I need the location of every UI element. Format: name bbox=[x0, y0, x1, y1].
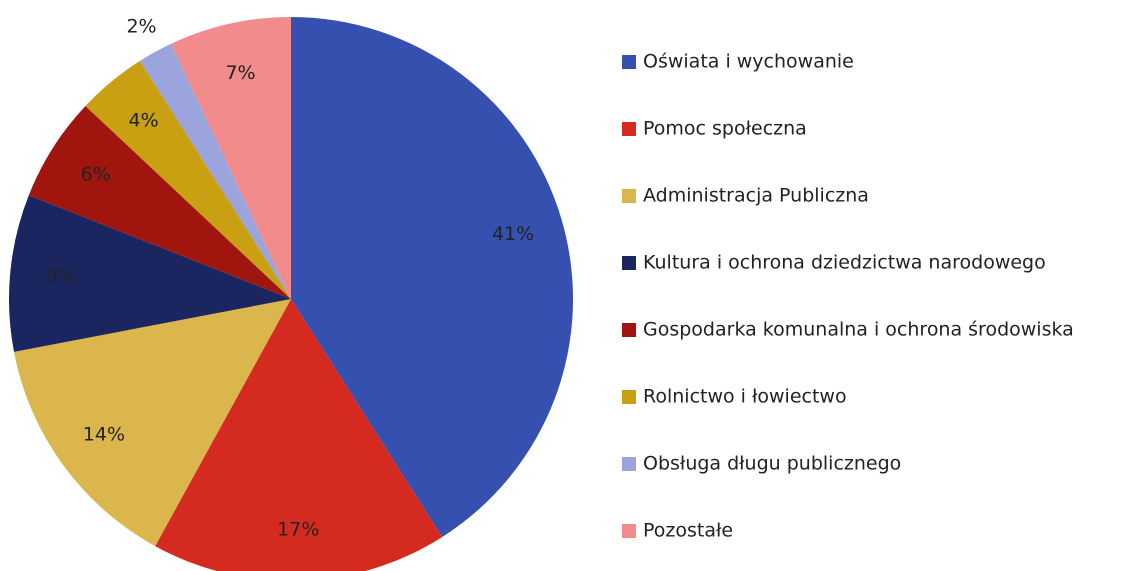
pie-slice bbox=[291, 17, 573, 538]
legend-swatch bbox=[622, 390, 636, 404]
pie-slice bbox=[13, 299, 291, 547]
data-label: 17% bbox=[277, 519, 319, 541]
pie-slice bbox=[139, 43, 291, 299]
data-label: 6% bbox=[81, 164, 111, 186]
data-label: 9% bbox=[46, 266, 76, 288]
legend-label: Pozostałe bbox=[643, 520, 733, 542]
legend-label: Obsługa długu publicznego bbox=[643, 453, 901, 475]
data-label: 2% bbox=[126, 16, 156, 38]
data-label: 41% bbox=[492, 223, 534, 245]
data-label: 4% bbox=[129, 109, 159, 131]
legend-swatch bbox=[622, 524, 636, 538]
data-label: 14% bbox=[83, 423, 125, 445]
legend-label: Administracja Publiczna bbox=[643, 185, 869, 207]
legend-swatch bbox=[622, 256, 636, 270]
pie-slice bbox=[28, 105, 291, 299]
legend-label: Gospodarka komunalna i ochrona środowisk… bbox=[643, 319, 1074, 341]
pie-slice bbox=[155, 299, 443, 571]
legend-label: Rolnictwo i łowiectwo bbox=[643, 386, 847, 408]
legend-swatch bbox=[622, 457, 636, 471]
pie-slice bbox=[85, 60, 291, 300]
legend-label: Pomoc społeczna bbox=[643, 118, 807, 140]
pie-slice bbox=[9, 195, 292, 352]
legend-swatch bbox=[622, 55, 636, 69]
data-label: 7% bbox=[225, 62, 255, 84]
pie-slice bbox=[170, 17, 291, 299]
legend-label: Oświata i wychowanie bbox=[643, 51, 854, 73]
legend-swatch bbox=[622, 189, 636, 203]
legend-label: Kultura i ochrona dziedzictwa narodowego bbox=[643, 252, 1046, 274]
legend-swatch bbox=[622, 323, 636, 337]
legend-swatch bbox=[622, 122, 636, 136]
